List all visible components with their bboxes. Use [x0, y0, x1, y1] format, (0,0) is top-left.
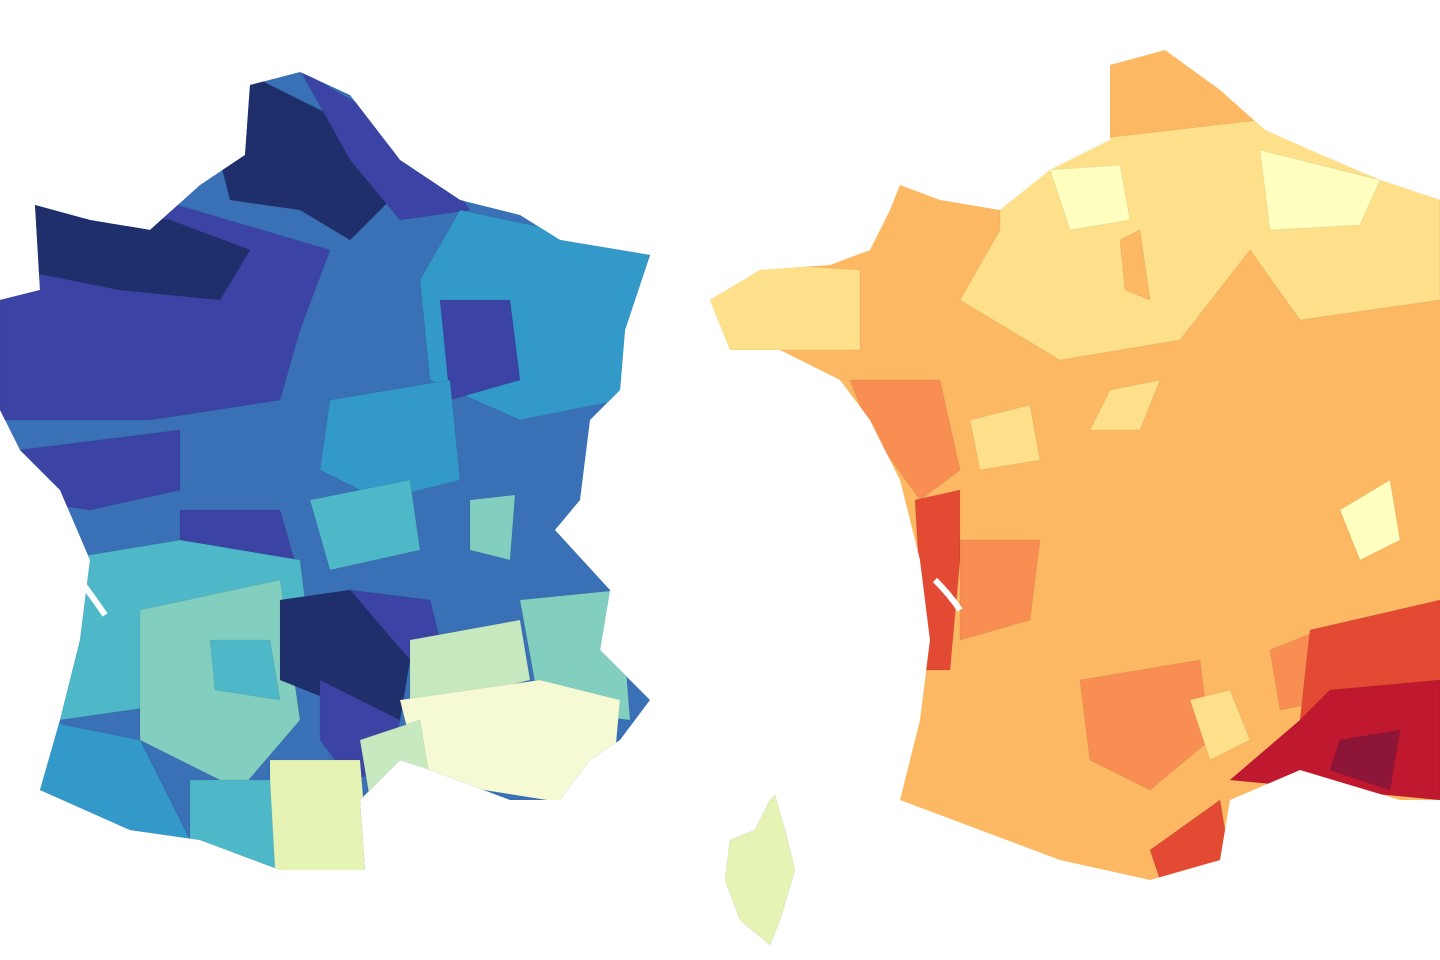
region — [469, 494, 516, 561]
region — [969, 404, 1041, 471]
estuary — [77, 578, 108, 617]
region — [1189, 689, 1251, 761]
region — [1079, 659, 1211, 791]
region — [399, 679, 621, 811]
region — [710, 259, 861, 351]
region — [1089, 379, 1161, 431]
region — [1339, 479, 1401, 561]
region — [319, 379, 461, 501]
region — [309, 479, 421, 571]
region — [209, 639, 281, 701]
corsica — [724, 794, 796, 946]
left-map — [0, 72, 650, 870]
estuary — [932, 577, 963, 612]
region — [1119, 229, 1151, 301]
region — [269, 759, 371, 870]
region — [189, 779, 276, 870]
right-map — [710, 50, 1440, 880]
region — [439, 299, 521, 401]
region — [1329, 729, 1401, 791]
region — [1259, 149, 1381, 231]
region — [1049, 164, 1131, 231]
